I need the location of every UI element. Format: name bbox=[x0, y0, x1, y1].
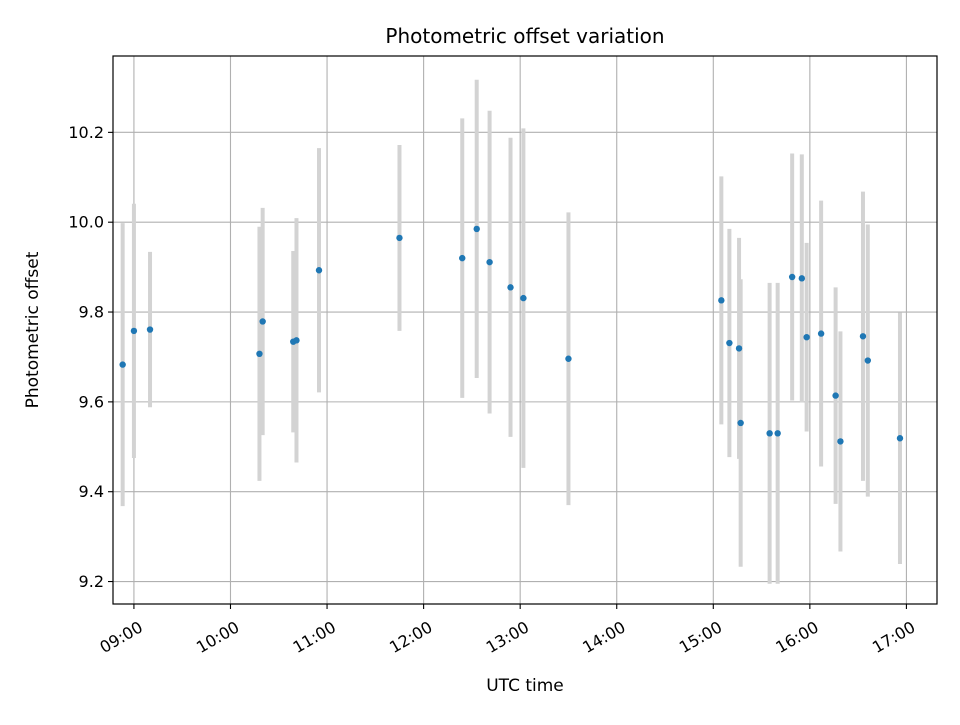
data-point bbox=[837, 438, 844, 445]
data-point bbox=[859, 333, 867, 340]
data-point bbox=[315, 267, 323, 274]
data-point bbox=[737, 419, 744, 427]
data-point bbox=[146, 326, 154, 333]
data-point bbox=[832, 392, 839, 399]
data-point bbox=[507, 284, 514, 291]
data-point bbox=[396, 234, 403, 242]
y-tick-label: 9.4 bbox=[79, 482, 104, 501]
plot-frame bbox=[112, 55, 938, 605]
x-axis-label: UTC time bbox=[486, 676, 564, 696]
data-point bbox=[473, 225, 480, 233]
data-point bbox=[486, 258, 493, 266]
data-point bbox=[803, 333, 810, 341]
y-tick-label: 10.0 bbox=[68, 213, 104, 232]
data-points bbox=[119, 225, 904, 445]
data-point bbox=[130, 327, 138, 335]
data-point bbox=[565, 355, 572, 362]
chart-title: Photometric offset variation bbox=[385, 24, 664, 48]
y-tick-label: 9.6 bbox=[79, 392, 104, 411]
data-point bbox=[864, 357, 871, 364]
data-point bbox=[459, 254, 466, 262]
data-point bbox=[774, 430, 781, 437]
y-tick-label: 9.2 bbox=[79, 572, 104, 591]
data-point bbox=[798, 275, 806, 282]
data-point bbox=[293, 337, 300, 344]
data-point bbox=[766, 430, 773, 437]
data-point bbox=[119, 361, 126, 368]
data-point bbox=[896, 435, 904, 442]
y-tick-label: 10.2 bbox=[68, 123, 104, 142]
data-point bbox=[726, 339, 733, 347]
data-point bbox=[735, 345, 743, 352]
data-point bbox=[718, 297, 725, 304]
y-tick-label: 9.8 bbox=[79, 303, 104, 322]
data-point bbox=[817, 330, 825, 337]
data-point bbox=[259, 318, 266, 325]
data-point bbox=[788, 273, 796, 281]
y-axis-label: Photometric offset bbox=[23, 251, 43, 408]
data-point bbox=[520, 294, 527, 302]
data-point bbox=[256, 350, 263, 358]
